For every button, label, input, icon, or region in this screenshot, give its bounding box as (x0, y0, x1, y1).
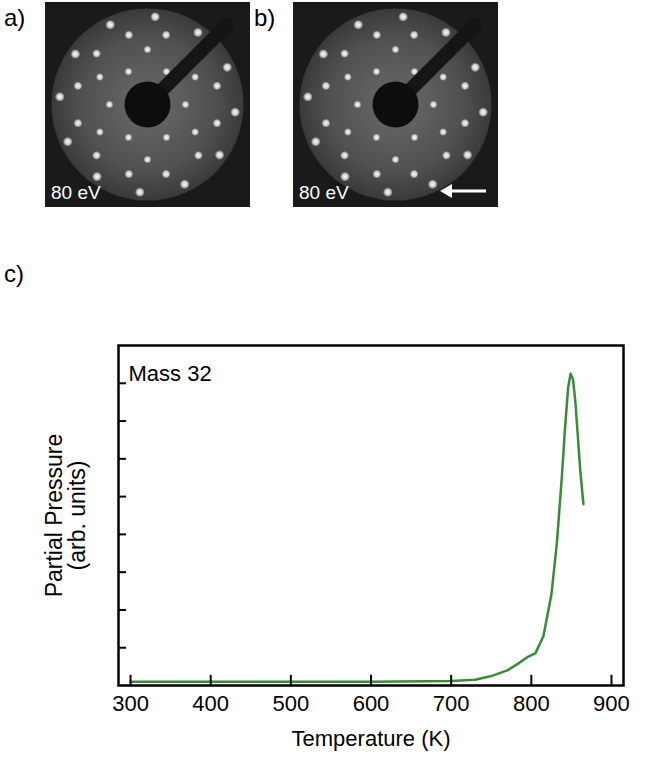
svg-text:Partial Pressure(arb. units): Partial Pressure(arb. units) (41, 434, 90, 598)
svg-text:Mass 32: Mass 32 (129, 361, 212, 386)
svg-text:800: 800 (513, 691, 550, 716)
svg-text:300: 300 (112, 691, 149, 716)
svg-text:600: 600 (353, 691, 390, 716)
svg-text:b): b) (254, 4, 275, 31)
svg-text:80 eV: 80 eV (299, 182, 349, 203)
svg-text:400: 400 (192, 691, 229, 716)
svg-text:80 eV: 80 eV (51, 182, 101, 203)
svg-text:a): a) (4, 4, 25, 31)
svg-text:Temperature (K): Temperature (K) (292, 726, 451, 751)
svg-text:c): c) (4, 260, 24, 287)
svg-text:500: 500 (272, 691, 309, 716)
svg-text:700: 700 (433, 691, 470, 716)
svg-text:900: 900 (593, 691, 630, 716)
